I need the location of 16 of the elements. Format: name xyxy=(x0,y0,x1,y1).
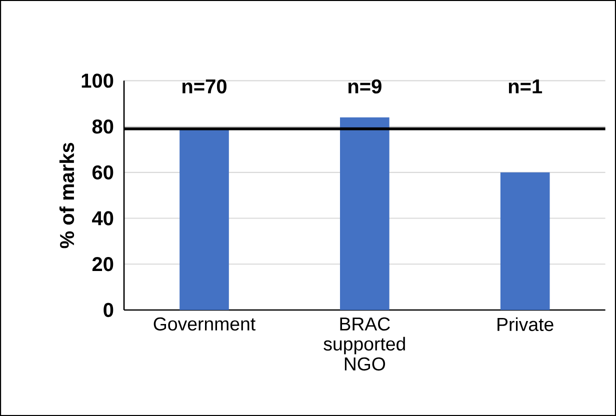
bar xyxy=(340,117,390,310)
y-tick-label: 60 xyxy=(92,165,114,180)
y-tick-label: 80 xyxy=(92,119,114,134)
annotation: n=9 xyxy=(348,79,382,94)
y-tick-label: 100 xyxy=(82,74,114,88)
y-tick-label: 40 xyxy=(92,211,114,226)
x-tick-label: Private xyxy=(498,317,554,332)
y-tick-label: 0 xyxy=(104,302,114,318)
bar xyxy=(500,172,550,310)
y-tick-label: 20 xyxy=(92,257,114,272)
bar xyxy=(180,128,229,310)
annotation: n=70 xyxy=(182,79,226,94)
x-tick-label: BRAC supported NGO xyxy=(324,317,405,371)
x-tick-label: Government xyxy=(154,317,256,331)
annotation: n=1 xyxy=(508,80,542,94)
y-axis-title: % of marks xyxy=(59,142,74,248)
